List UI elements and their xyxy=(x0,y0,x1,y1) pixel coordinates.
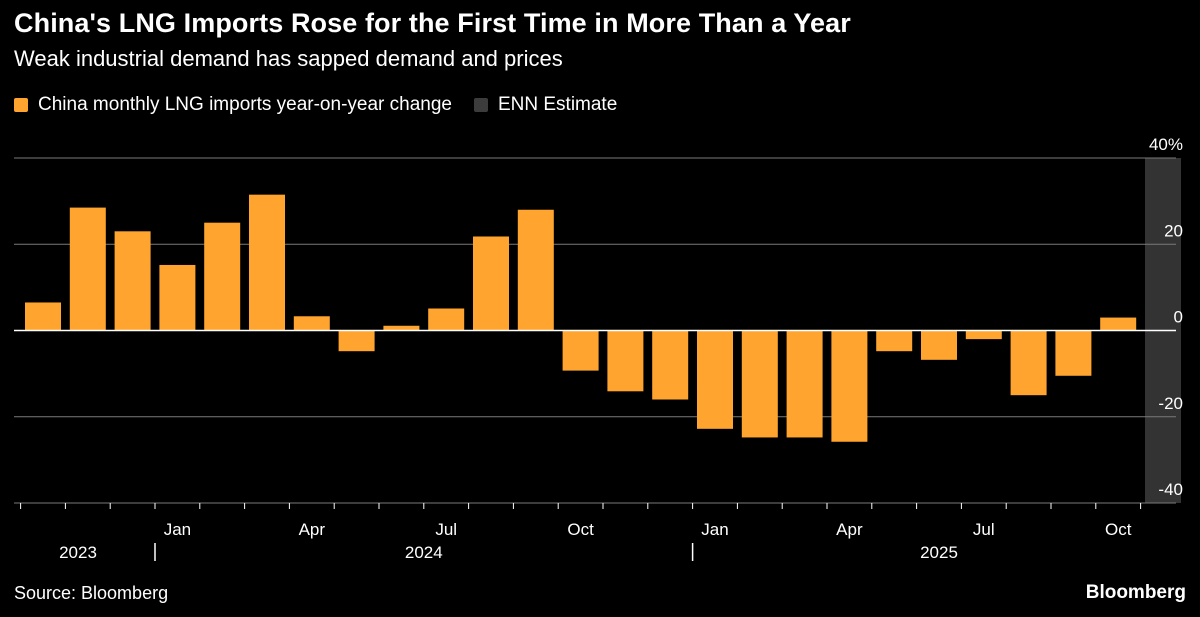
bar xyxy=(786,330,823,438)
y-tick-label: 20 xyxy=(1164,221,1183,240)
year-label: 2025 xyxy=(920,543,958,562)
bar xyxy=(1100,317,1137,331)
legend-swatch-estimate xyxy=(473,98,488,112)
chart-subtitle: Weak industrial demand has sapped demand… xyxy=(14,46,563,71)
legend-swatch-imports xyxy=(14,98,28,112)
bar xyxy=(428,308,465,331)
bar xyxy=(1055,330,1092,376)
bar xyxy=(741,330,778,438)
bar xyxy=(697,330,733,429)
x-tick-label: Apr xyxy=(299,520,326,539)
year-label: 2023 xyxy=(59,543,97,562)
bar xyxy=(338,330,375,352)
bar xyxy=(383,325,420,331)
x-tick-label: Oct xyxy=(567,520,594,539)
brand-logo-text: Bloomberg xyxy=(1085,582,1186,603)
bar xyxy=(204,222,241,331)
legend-item-estimate: ENN Estimate xyxy=(473,94,618,116)
year-label: 2024 xyxy=(405,543,443,562)
legend-label-estimate: ENN Estimate xyxy=(497,94,618,115)
x-tick-label: Jan xyxy=(164,520,191,539)
bar xyxy=(114,231,151,331)
bar xyxy=(921,330,957,360)
bar xyxy=(517,209,554,331)
y-tick-label: 0 xyxy=(1174,308,1183,327)
bar xyxy=(69,207,106,331)
bar xyxy=(607,330,644,392)
bar xyxy=(473,236,509,331)
x-tick-label: Oct xyxy=(1105,520,1132,539)
x-tick-label: Apr xyxy=(836,520,863,539)
bar xyxy=(965,330,1002,340)
bar xyxy=(293,316,330,331)
x-tick-label: Jan xyxy=(701,520,728,539)
legend-label-imports: China monthly LNG imports year-on-year c… xyxy=(38,94,452,115)
bar xyxy=(652,330,689,400)
bar xyxy=(1010,330,1047,396)
bar xyxy=(249,194,285,331)
bar xyxy=(876,330,913,352)
bar xyxy=(25,302,61,331)
bar xyxy=(159,264,196,331)
bar xyxy=(831,330,868,442)
legend: China monthly LNG imports year-on-year c… xyxy=(14,93,639,117)
y-tick-label: -20 xyxy=(1158,394,1183,413)
bar xyxy=(562,330,599,371)
y-tick-label: 40% xyxy=(1149,135,1183,154)
x-tick-label: Jul xyxy=(973,520,995,539)
source-note: Source: Bloomberg xyxy=(14,583,169,603)
x-tick-label: Jul xyxy=(435,520,457,539)
legend-item-imports: China monthly LNG imports year-on-year c… xyxy=(14,94,452,116)
y-tick-label: -40 xyxy=(1158,480,1183,499)
chart-title: China's LNG Imports Rose for the First T… xyxy=(14,8,851,38)
